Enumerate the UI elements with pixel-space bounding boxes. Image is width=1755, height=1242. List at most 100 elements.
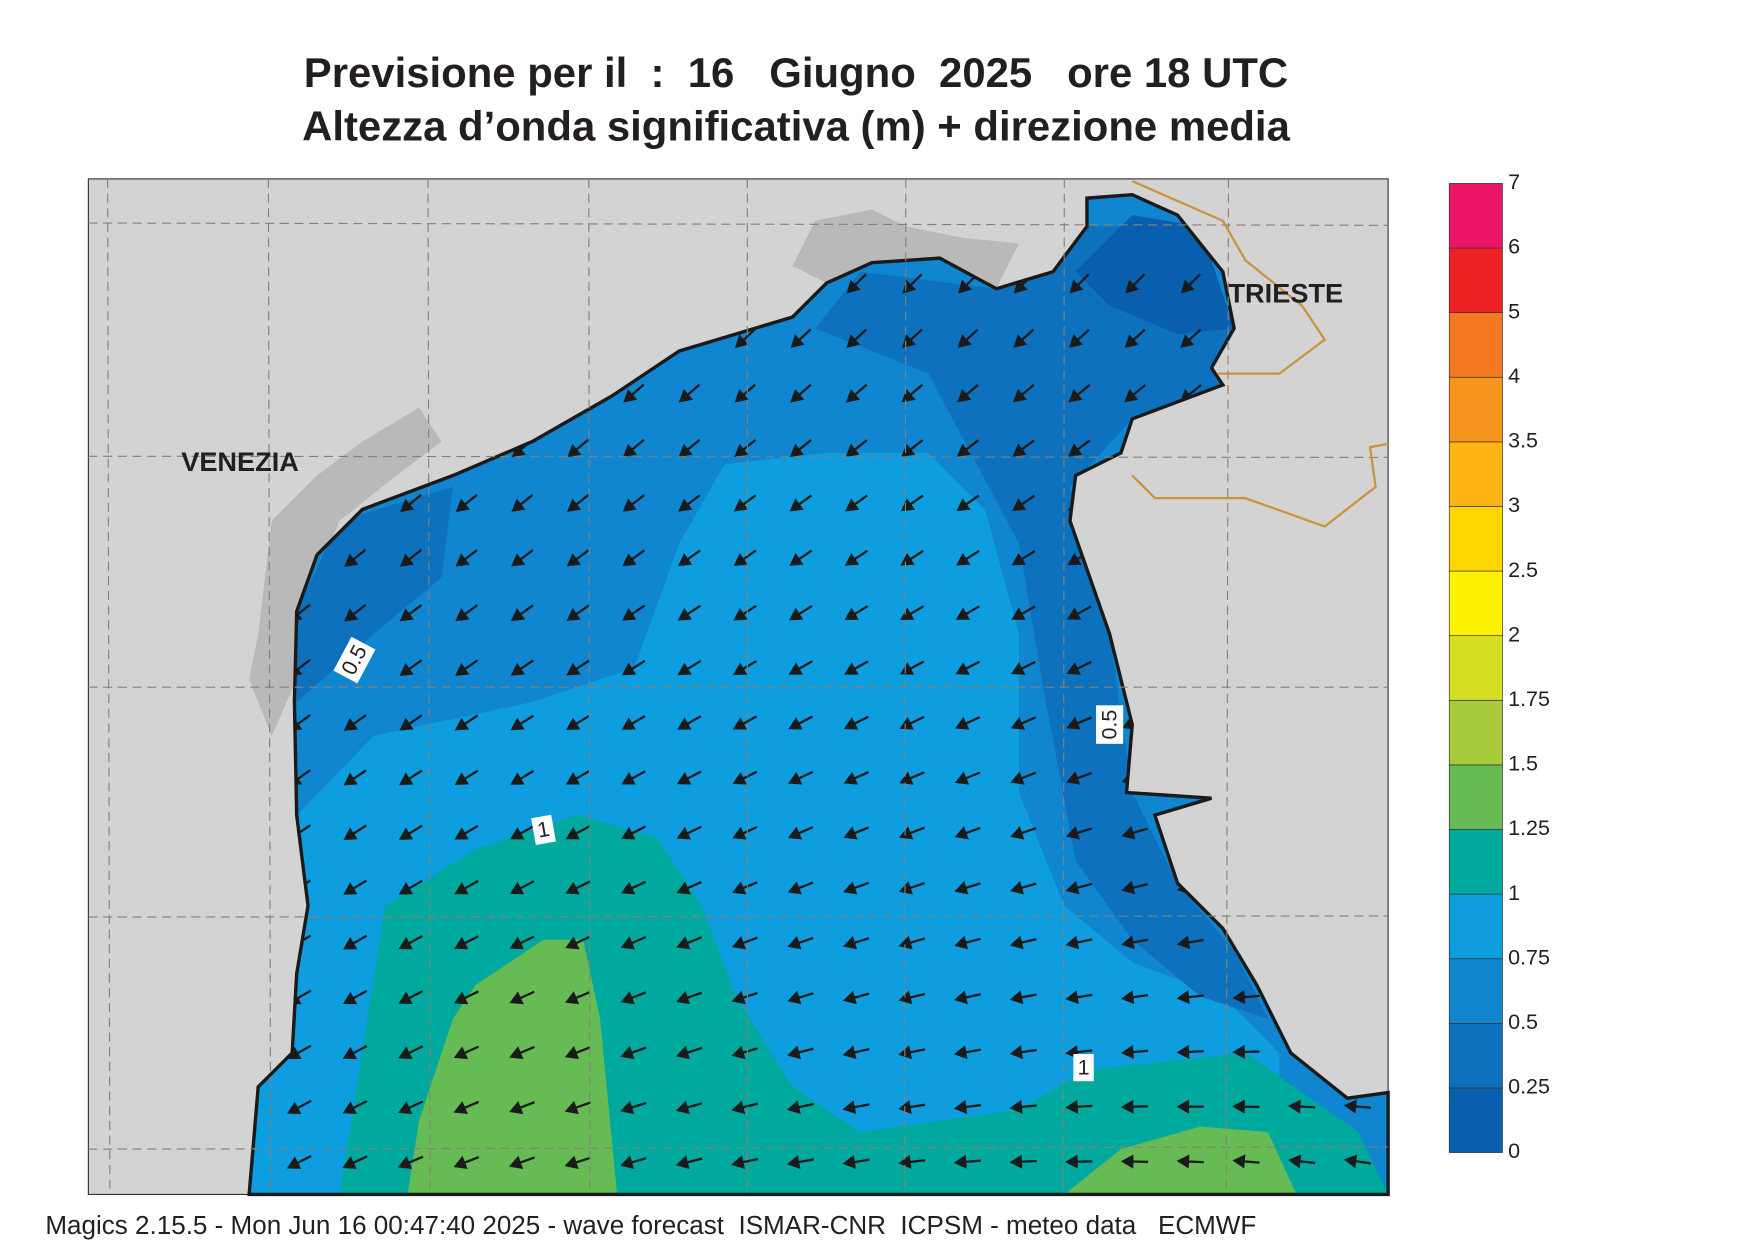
arrow xyxy=(900,605,925,621)
arrow xyxy=(678,494,701,512)
arrow xyxy=(454,880,479,895)
arrow xyxy=(731,1100,759,1115)
arrow xyxy=(676,825,702,840)
colorbar-label: 6 xyxy=(1508,235,1520,259)
arrow xyxy=(1176,1044,1204,1059)
arrow xyxy=(734,328,756,349)
arrow xyxy=(734,383,756,403)
arrow xyxy=(566,604,590,621)
arrow xyxy=(1012,494,1036,512)
arrow xyxy=(622,549,646,567)
arrow xyxy=(398,879,423,895)
arrow xyxy=(397,1155,424,1169)
arrow xyxy=(567,438,589,458)
arrow xyxy=(1125,273,1146,294)
arrow xyxy=(400,493,422,513)
contour-label: 1 xyxy=(1073,1054,1094,1082)
arrow xyxy=(957,328,979,348)
arrow xyxy=(733,494,757,512)
arrow xyxy=(343,714,367,731)
arrow xyxy=(454,935,479,950)
arrow xyxy=(1012,384,1035,403)
arrow xyxy=(1069,273,1090,294)
colorbar-swatch xyxy=(1448,247,1503,313)
arrow xyxy=(732,715,758,730)
arrow xyxy=(787,1045,814,1060)
arrow xyxy=(1124,328,1146,348)
arrow xyxy=(453,1045,480,1060)
arrow xyxy=(343,879,368,895)
arrow xyxy=(1176,990,1204,1005)
colorbar-label: 5 xyxy=(1508,299,1520,323)
arrow xyxy=(1069,328,1090,348)
arrow xyxy=(845,439,868,457)
colorbar-label: 3.5 xyxy=(1508,429,1538,453)
arrow xyxy=(453,990,479,1005)
arrow xyxy=(1176,935,1204,950)
arrow xyxy=(1232,1154,1260,1169)
arrow xyxy=(1009,1045,1037,1060)
colorbar-swatch xyxy=(1448,699,1503,766)
arrow xyxy=(399,769,423,786)
arrow xyxy=(731,990,758,1005)
arrow xyxy=(565,990,591,1005)
colorbar-swatch xyxy=(1448,635,1503,701)
arrow xyxy=(398,1045,424,1060)
arrow xyxy=(955,660,981,675)
arrow xyxy=(1121,990,1149,1005)
arrow xyxy=(1176,1154,1204,1169)
arrow xyxy=(677,659,702,676)
arrow xyxy=(510,659,534,676)
arrow xyxy=(786,1155,814,1169)
arrow xyxy=(344,548,367,567)
arrow xyxy=(1009,1099,1037,1114)
arrow xyxy=(344,604,367,622)
arrow xyxy=(732,825,758,840)
arrow xyxy=(844,660,869,675)
arrow xyxy=(510,604,534,622)
arrow xyxy=(565,825,591,840)
colorbar-swatch xyxy=(1448,829,1503,895)
arrow xyxy=(343,934,368,950)
arrow xyxy=(1065,990,1093,1005)
arrow xyxy=(342,1100,368,1115)
arrow xyxy=(733,604,757,621)
arrow xyxy=(675,1100,703,1115)
arrow xyxy=(954,881,981,895)
arrow xyxy=(678,383,701,403)
arrow xyxy=(509,990,535,1005)
arrow xyxy=(842,1154,870,1169)
arrow xyxy=(1065,1154,1093,1169)
arrow xyxy=(787,936,814,950)
arrow xyxy=(510,769,535,785)
arrow xyxy=(676,770,702,785)
arrow xyxy=(789,549,813,566)
arrow xyxy=(955,605,980,620)
arrow xyxy=(733,549,757,567)
arrow xyxy=(846,328,868,348)
arrow xyxy=(1068,384,1091,403)
place-label: VENEZIA xyxy=(181,446,299,477)
arrow xyxy=(1232,1044,1260,1059)
arrow xyxy=(1120,1154,1149,1169)
arrow xyxy=(901,383,924,403)
arrow xyxy=(843,881,870,895)
arrow xyxy=(733,660,758,675)
arrow xyxy=(342,989,368,1005)
arrow xyxy=(511,494,534,512)
arrow xyxy=(677,604,702,621)
arrow xyxy=(565,880,591,895)
arrow xyxy=(621,715,646,730)
subtitle: Altezza d’onda significativa (m) + direz… xyxy=(302,102,1290,149)
arrow xyxy=(732,881,758,895)
contour-label-text: 1 xyxy=(1078,1055,1090,1079)
arrow xyxy=(621,659,646,676)
arrow xyxy=(954,990,981,1005)
arrow xyxy=(566,659,590,676)
colorbar-label: 2.5 xyxy=(1508,558,1538,582)
arrow xyxy=(1065,935,1093,950)
arrow xyxy=(398,1100,424,1115)
arrow xyxy=(620,1155,647,1169)
arrow xyxy=(454,824,479,840)
footer: Magics 2.15.5 - Mon Jun 16 00:47:40 2025… xyxy=(45,1210,1256,1240)
